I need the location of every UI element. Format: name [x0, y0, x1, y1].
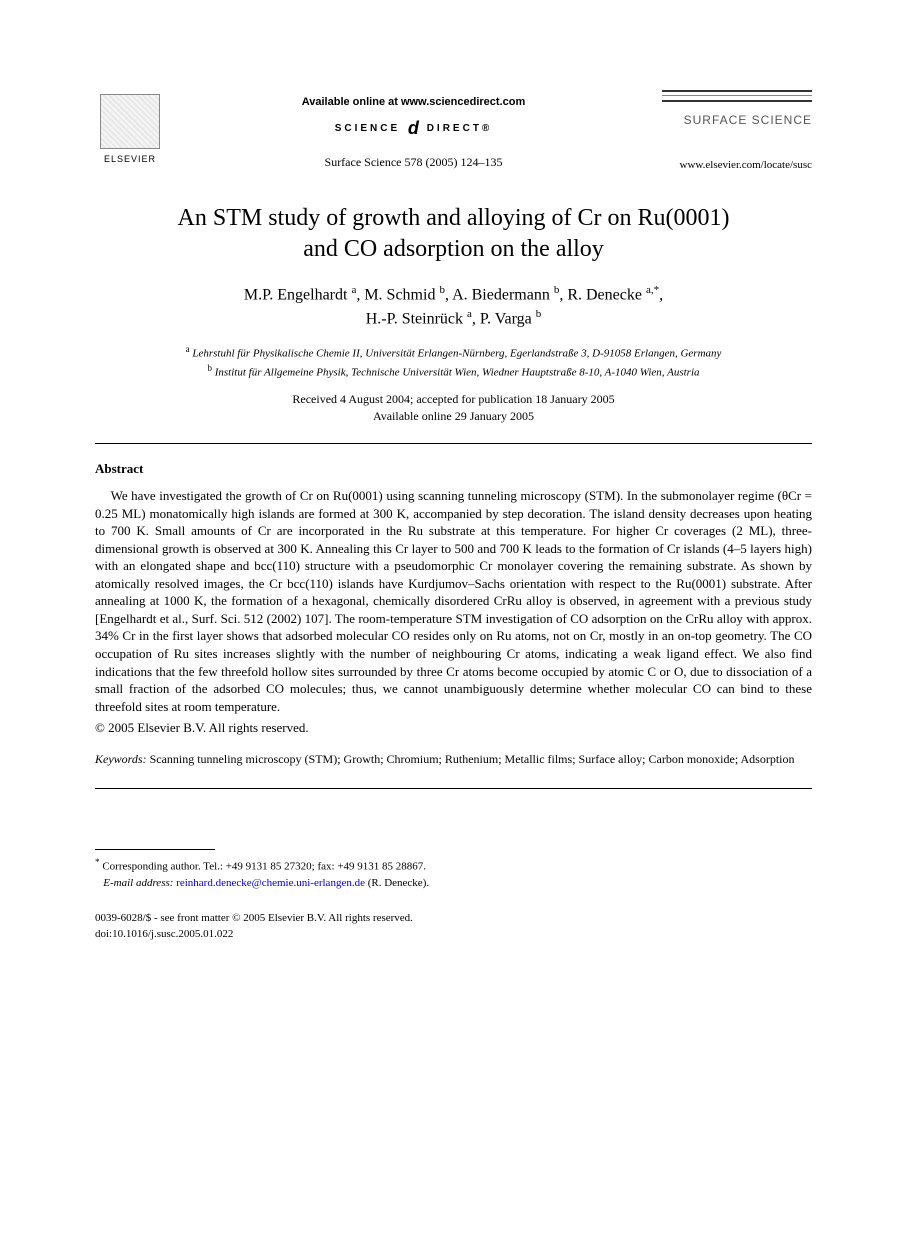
author-4-sup: a,*: [646, 284, 659, 296]
affil-a-sup: a: [186, 344, 190, 354]
dates-block: Received 4 August 2004; accepted for pub…: [95, 391, 812, 425]
keywords-text: Scanning tunneling microscopy (STM); Gro…: [150, 752, 795, 766]
footnote-rule: [95, 849, 215, 850]
elsevier-label: ELSEVIER: [104, 153, 156, 165]
keywords-label: Keywords:: [95, 752, 147, 766]
author-2-sup: b: [439, 284, 445, 296]
available-online-text: Available online at www.sciencedirect.co…: [165, 95, 662, 110]
journal-bars-icon: [662, 90, 812, 102]
header-row: ELSEVIER Available online at www.science…: [95, 90, 812, 173]
author-1-sup: a: [351, 284, 356, 296]
author-4: R. Denecke: [567, 287, 642, 304]
rule-top: [95, 443, 812, 444]
sciencedirect-logo: SCIENCE d DIRECT®: [165, 116, 662, 140]
keywords-block: Keywords: Scanning tunneling microscopy …: [95, 751, 812, 768]
author-5-sup: a: [467, 308, 472, 320]
journal-reference: Surface Science 578 (2005) 124–135: [165, 154, 662, 170]
abstract-body: We have investigated the growth of Cr on…: [95, 487, 812, 715]
journal-url: www.elsevier.com/locate/susc: [662, 158, 812, 173]
author-3: A. Biedermann: [452, 287, 550, 304]
rule-bottom: [95, 788, 812, 789]
corresponding-person: (R. Denecke).: [368, 877, 429, 889]
author-2: M. Schmid: [364, 287, 435, 304]
abstract-copyright: © 2005 Elsevier B.V. All rights reserved…: [95, 719, 812, 737]
sd-at-icon: d: [408, 116, 419, 140]
corresponding-email[interactable]: reinhard.denecke@chemie.uni-erlangen.de: [176, 877, 365, 889]
abstract-heading: Abstract: [95, 460, 812, 478]
journal-name: SURFACE SCIENCE: [662, 112, 812, 128]
footer-doi: doi:10.1016/j.susc.2005.01.022: [95, 928, 233, 940]
footer-block: 0039-6028/$ - see front matter © 2005 El…: [95, 911, 812, 942]
received-date: Received 4 August 2004; accepted for pub…: [292, 392, 614, 406]
elsevier-logo: ELSEVIER: [95, 90, 165, 170]
author-5: H.-P. Steinrück: [366, 310, 463, 327]
author-3-sup: b: [554, 284, 560, 296]
elsevier-tree-icon: [100, 94, 160, 149]
corresponding-line1: Corresponding author. Tel.: +49 9131 85 …: [102, 860, 426, 872]
author-6-sup: b: [536, 308, 542, 320]
title-line-1: An STM study of growth and alloying of C…: [178, 205, 730, 231]
sd-left: SCIENCE: [335, 123, 400, 134]
center-header: Available online at www.sciencedirect.co…: [165, 90, 662, 170]
affiliations-block: a Lehrstuhl für Physikalische Chemie II,…: [95, 343, 812, 381]
footer-issn: 0039-6028/$ - see front matter © 2005 El…: [95, 912, 413, 924]
journal-logo-block: SURFACE SCIENCE www.elsevier.com/locate/…: [662, 90, 812, 173]
online-date: Available online 29 January 2005: [373, 409, 534, 423]
affil-b-text: Institut für Allgemeine Physik, Technisc…: [215, 367, 700, 379]
affil-b-sup: b: [207, 363, 212, 373]
affil-a-text: Lehrstuhl für Physikalische Chemie II, U…: [192, 348, 721, 360]
author-1: M.P. Engelhardt: [244, 287, 348, 304]
title-line-2: and CO adsorption on the alloy: [303, 236, 604, 262]
corresponding-block: * Corresponding author. Tel.: +49 9131 8…: [95, 856, 812, 892]
authors-block: M.P. Engelhardt a, M. Schmid b, A. Biede…: [95, 283, 812, 330]
sd-right: DIRECT®: [427, 123, 493, 134]
article-title: An STM study of growth and alloying of C…: [115, 203, 792, 265]
author-6: P. Varga: [480, 310, 532, 327]
corresponding-star: *: [95, 857, 100, 867]
email-label: E-mail address:: [103, 877, 173, 889]
